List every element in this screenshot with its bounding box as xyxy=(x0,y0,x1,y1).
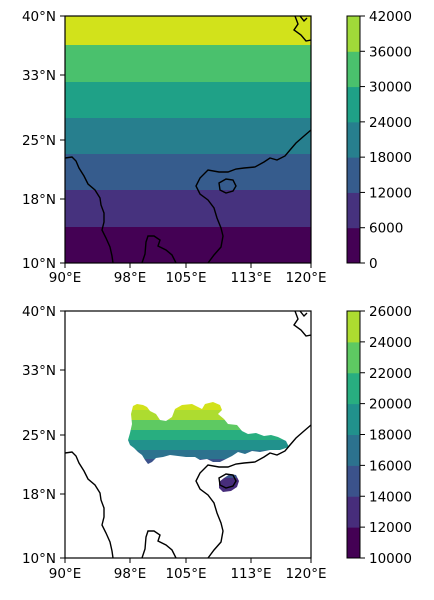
lat-label-33: 33°N xyxy=(22,363,56,379)
lat-labels-1: 10°N 18°N 25°N 33°N 40°N xyxy=(22,9,56,272)
band-1-0 xyxy=(65,227,311,263)
map-panel-2: 90°E 98°E 105°E 113°E 120°E 10°N 18°N 25… xyxy=(22,304,412,582)
lon-label-120: 120°E xyxy=(285,270,326,286)
colorbar-2-tick-label: 16000 xyxy=(369,458,412,474)
colorbar-1-segment xyxy=(347,192,360,229)
lat-label-40: 40°N xyxy=(22,9,56,25)
lon-labels-1: 90°E 98°E 105°E 113°E 120°E xyxy=(49,270,327,286)
region-field xyxy=(128,402,289,492)
colorbar-2: 10000 12000 14000 16000 18000 20000 22000 24000… xyxy=(346,304,412,567)
data-field-1 xyxy=(65,16,311,263)
lat-label-40: 40°N xyxy=(22,304,56,320)
colorbar-1-segment xyxy=(347,86,360,123)
lat-label-18: 18°N xyxy=(22,487,56,503)
colorbar-1-tick-label: 12000 xyxy=(369,185,412,201)
lon-label-120: 120°E xyxy=(285,566,326,582)
lon-label-105: 105°E xyxy=(165,270,206,286)
colorbar-2-tick-label: 12000 xyxy=(369,520,412,536)
colorbar-2-tick-label: 18000 xyxy=(369,428,412,444)
colorbar-2-segment xyxy=(347,372,360,405)
band-1-3 xyxy=(65,118,311,154)
band-1-5 xyxy=(65,45,311,82)
colorbar-2-segment xyxy=(347,527,360,559)
colorbar-2-tick-label: 14000 xyxy=(369,489,412,505)
lat-label-25: 25°N xyxy=(22,133,56,149)
band-2-1 xyxy=(128,459,289,478)
band-2-3 xyxy=(128,440,289,450)
lon-label-98: 98°E xyxy=(114,566,146,582)
axis-ticks-2 xyxy=(60,310,312,563)
lon-label-105: 105°E xyxy=(165,566,206,582)
colorbar-2-tick-label: 10000 xyxy=(369,551,412,567)
axis-ticks-1 xyxy=(60,15,312,268)
coastline-1 xyxy=(65,16,311,263)
colorbar-1-segment xyxy=(347,16,360,52)
lon-label-90: 90°E xyxy=(49,270,81,286)
colorbar-2-tick-label: 26000 xyxy=(369,304,412,320)
colorbar-1-tick-label: 0 xyxy=(369,256,378,272)
lon-label-98: 98°E xyxy=(114,270,146,286)
colorbar-2-segment xyxy=(347,465,360,497)
lat-label-25: 25°N xyxy=(22,428,56,444)
coastline-2 xyxy=(65,311,311,558)
band-1-2 xyxy=(65,154,311,190)
band-1-4 xyxy=(65,82,311,118)
lat-label-18: 18°N xyxy=(22,192,56,208)
colorbar-1-tick-label: 30000 xyxy=(369,80,412,96)
colorbar-2-segment xyxy=(347,341,360,374)
colorbar-1-segment xyxy=(347,51,360,88)
lat-label-33: 33°N xyxy=(22,68,56,84)
colorbar-1-tick-label: 18000 xyxy=(369,150,412,166)
band-2-2 xyxy=(128,450,289,459)
lon-labels-2: 90°E 98°E 105°E 113°E 120°E xyxy=(49,566,327,582)
band-2-4 xyxy=(128,430,289,440)
band-2-5 xyxy=(128,420,289,430)
colorbar-2-tick-label: 24000 xyxy=(369,335,412,351)
band-2-7 xyxy=(128,402,289,410)
colorbar-1-segment xyxy=(347,227,360,264)
colorbar-1-tick-label: 42000 xyxy=(369,9,412,25)
colorbar-1-tick-label: 6000 xyxy=(369,221,403,237)
colorbar-1-tick-label: 36000 xyxy=(369,44,412,60)
colorbar-1-segment xyxy=(347,157,360,193)
colorbar-1-segment xyxy=(347,121,360,158)
band-1-6 xyxy=(65,16,311,45)
lon-label-113: 113°E xyxy=(230,566,271,582)
colorbar-1: 0 6000 12000 18000 24000 30000 36000 42000 xyxy=(346,9,412,272)
lat-label-10: 10°N xyxy=(22,551,56,567)
colorbar-2-tick-label: 20000 xyxy=(369,397,412,413)
band-1-1 xyxy=(65,190,311,227)
map-panel-1: 90°E 98°E 105°E 113°E 120°E 10°N 18°N 25… xyxy=(22,9,412,286)
lat-label-10: 10°N xyxy=(22,256,56,272)
lon-label-113: 113°E xyxy=(230,270,271,286)
colorbar-2-segment xyxy=(347,403,360,435)
lon-label-90: 90°E xyxy=(49,566,81,582)
colorbar-2-segment xyxy=(347,496,360,528)
colorbar-2-segment xyxy=(347,311,360,343)
colorbar-2-tick-label: 22000 xyxy=(369,366,412,382)
band-2-6 xyxy=(128,410,289,420)
colorbar-1-tick-label: 24000 xyxy=(369,115,412,131)
lat-labels-2: 10°N 18°N 25°N 33°N 40°N xyxy=(22,304,56,567)
data-field-2 xyxy=(65,311,311,558)
colorbar-2-segment xyxy=(347,434,360,466)
